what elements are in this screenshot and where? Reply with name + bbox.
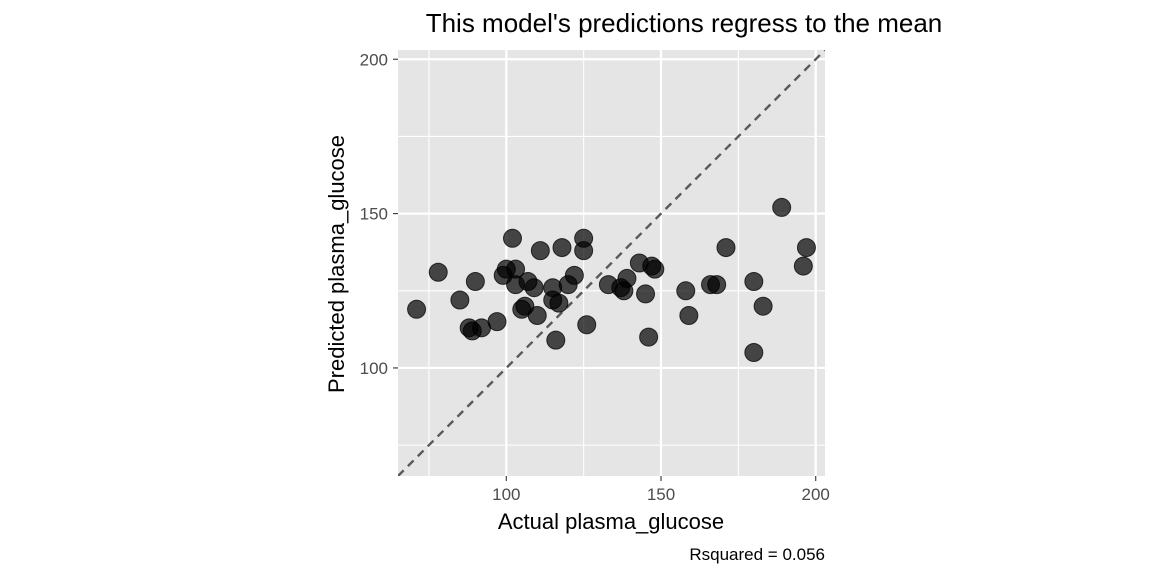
chart-title: This model's predictions regress to the … — [426, 8, 943, 38]
data-point — [524, 278, 544, 298]
data-point — [617, 268, 637, 288]
x-tick-label: 150 — [647, 485, 675, 504]
data-point — [707, 275, 727, 295]
data-point — [577, 315, 597, 335]
data-point — [487, 312, 507, 332]
data-point — [549, 293, 569, 313]
data-point — [676, 281, 696, 301]
data-point — [679, 305, 699, 325]
data-point — [645, 259, 665, 279]
x-tick-label: 200 — [802, 485, 830, 504]
y-tick-label: 200 — [360, 50, 388, 69]
data-point — [407, 299, 427, 319]
data-point — [552, 238, 572, 258]
data-point — [546, 330, 566, 350]
y-tick-label: 150 — [360, 205, 388, 224]
minor-gridlines — [398, 50, 825, 476]
x-tick-label: 100 — [492, 485, 520, 504]
data-point — [796, 238, 816, 258]
data-point — [636, 284, 656, 304]
data-point — [744, 343, 764, 363]
data-point — [574, 241, 594, 261]
x-axis-ticks: 100 150 200 — [492, 476, 830, 504]
data-point — [527, 305, 547, 325]
data-point — [793, 256, 813, 276]
data-point — [744, 272, 764, 292]
y-axis-ticks: 100 150 200 — [360, 50, 398, 378]
identity-reference-line — [398, 50, 825, 476]
y-axis-title: Predicted plasma_glucose — [324, 135, 349, 393]
major-gridlines — [398, 50, 825, 476]
y-tick-label: 100 — [360, 359, 388, 378]
x-axis-title: Actual plasma_glucose — [498, 509, 724, 534]
data-point — [502, 228, 522, 248]
data-point — [753, 296, 773, 316]
data-point — [450, 290, 470, 310]
data-point — [639, 327, 659, 347]
data-point — [716, 238, 736, 258]
data-point — [530, 241, 550, 261]
data-point — [465, 272, 485, 292]
data-points — [407, 197, 816, 363]
data-point — [428, 262, 448, 282]
data-point — [564, 265, 584, 285]
rsquared-caption: Rsquared = 0.056 — [689, 545, 825, 564]
data-point — [772, 197, 792, 217]
